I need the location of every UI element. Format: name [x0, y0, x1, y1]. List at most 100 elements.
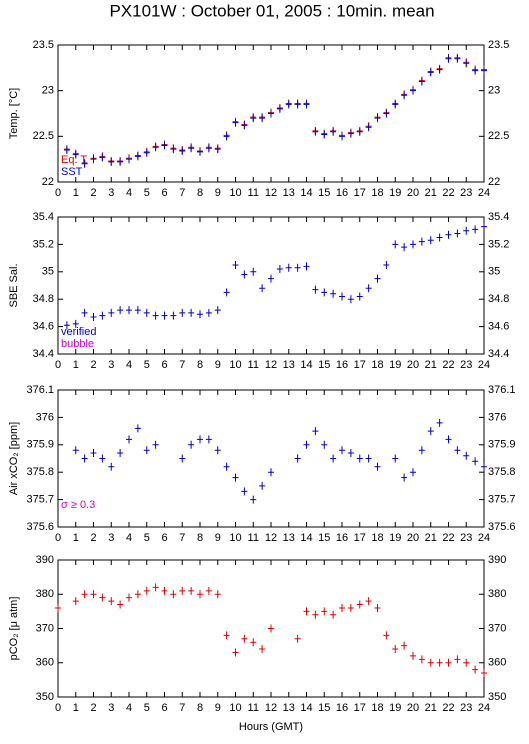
- x-tick-label: 6: [161, 702, 167, 714]
- marker: [303, 440, 310, 449]
- x-tick-label: 5: [144, 702, 150, 714]
- marker: [179, 308, 186, 317]
- y-tick-label: 23: [488, 85, 500, 97]
- x-tick-label: 23: [460, 532, 472, 544]
- marker: [188, 308, 195, 317]
- marker: [241, 121, 248, 130]
- y-tick-label: 350: [36, 691, 54, 703]
- y-tick-label: 370: [36, 622, 54, 634]
- marker: [108, 597, 115, 606]
- marker: [161, 141, 168, 150]
- x-tick-label: 2: [90, 702, 96, 714]
- marker: [418, 655, 425, 664]
- marker: [126, 435, 132, 444]
- marker: [259, 114, 266, 123]
- marker: [418, 237, 425, 246]
- marker: [259, 284, 266, 293]
- y-tick-label: 34.4: [488, 348, 509, 360]
- marker: [312, 427, 319, 436]
- marker: [81, 308, 88, 317]
- x-tick-label: 7: [179, 702, 185, 714]
- marker: [232, 260, 239, 269]
- y-tick-label: 390: [488, 554, 506, 566]
- marker: [410, 468, 416, 477]
- y-tick-label: 22.5: [33, 130, 54, 142]
- marker: [410, 86, 416, 95]
- marker: [383, 260, 390, 269]
- marker: [63, 146, 70, 155]
- marker: [436, 233, 443, 242]
- marker: [463, 658, 470, 667]
- x-tick-label: 1: [73, 187, 79, 199]
- marker: [445, 230, 452, 239]
- marker: [214, 590, 221, 599]
- legend-label: bubble: [61, 338, 94, 350]
- marker: [197, 310, 203, 319]
- x-tick-label: 4: [126, 187, 132, 199]
- marker: [463, 59, 470, 68]
- marker: [188, 440, 195, 449]
- x-tick-label: 23: [460, 359, 472, 371]
- x-tick-label: 6: [161, 359, 167, 371]
- marker: [108, 308, 115, 317]
- chart-title: PX101W : October 01, 2005 : 10min. mean: [109, 1, 434, 20]
- marker: [108, 462, 115, 471]
- x-tick-label: 12: [265, 532, 277, 544]
- annotation: σ ≥ 0.3: [61, 499, 95, 511]
- marker: [312, 127, 319, 136]
- x-tick-label: 11: [248, 187, 259, 199]
- marker: [90, 449, 97, 458]
- marker: [294, 634, 301, 643]
- marker: [197, 435, 203, 444]
- marker: [472, 665, 479, 674]
- x-tick-label: 18: [371, 187, 383, 199]
- x-tick-label: 2: [90, 532, 96, 544]
- x-tick-label: 10: [229, 702, 241, 714]
- marker: [241, 487, 248, 496]
- marker: [241, 270, 248, 279]
- x-tick-label: 8: [197, 187, 203, 199]
- marker: [143, 586, 150, 595]
- x-tick-label: 11: [248, 532, 259, 544]
- plot-frame: [57, 389, 485, 528]
- marker: [205, 435, 212, 444]
- x-tick-label: 4: [126, 702, 132, 714]
- x-tick-label: 22: [442, 532, 454, 544]
- marker: [463, 226, 470, 235]
- marker: [143, 308, 150, 317]
- marker: [63, 321, 70, 330]
- y-tick-label: 22: [488, 176, 500, 188]
- marker: [117, 449, 124, 458]
- x-tick-label: 16: [336, 187, 348, 199]
- marker: [250, 267, 257, 276]
- marker: [445, 658, 452, 667]
- y-tick-label: 35.2: [33, 238, 54, 250]
- y-tick-label: 35: [42, 266, 54, 278]
- marker: [285, 100, 292, 109]
- legend-label: SST: [61, 166, 83, 178]
- x-tick-label: 0: [55, 187, 61, 199]
- marker: [170, 590, 177, 599]
- marker: [472, 457, 479, 466]
- marker: [197, 590, 203, 599]
- y-axis-label: SBE Sal.: [8, 263, 20, 307]
- marker: [410, 240, 416, 249]
- marker: [321, 130, 328, 139]
- x-tick-label: 18: [371, 532, 383, 544]
- marker: [179, 454, 186, 463]
- x-tick-label: 5: [144, 187, 150, 199]
- y-tick-label: 375.6: [26, 521, 54, 533]
- marker: [339, 603, 345, 612]
- legend-label: verified: [61, 326, 96, 338]
- x-tick-label: 17: [354, 532, 366, 544]
- marker: [214, 306, 221, 315]
- marker: [436, 418, 443, 427]
- x-tick-label: 23: [460, 187, 472, 199]
- marker: [418, 77, 425, 86]
- marker: [232, 473, 239, 482]
- marker: [445, 54, 452, 63]
- x-tick-label: 3: [108, 187, 114, 199]
- x-tick-label: 4: [126, 359, 132, 371]
- marker: [330, 454, 337, 463]
